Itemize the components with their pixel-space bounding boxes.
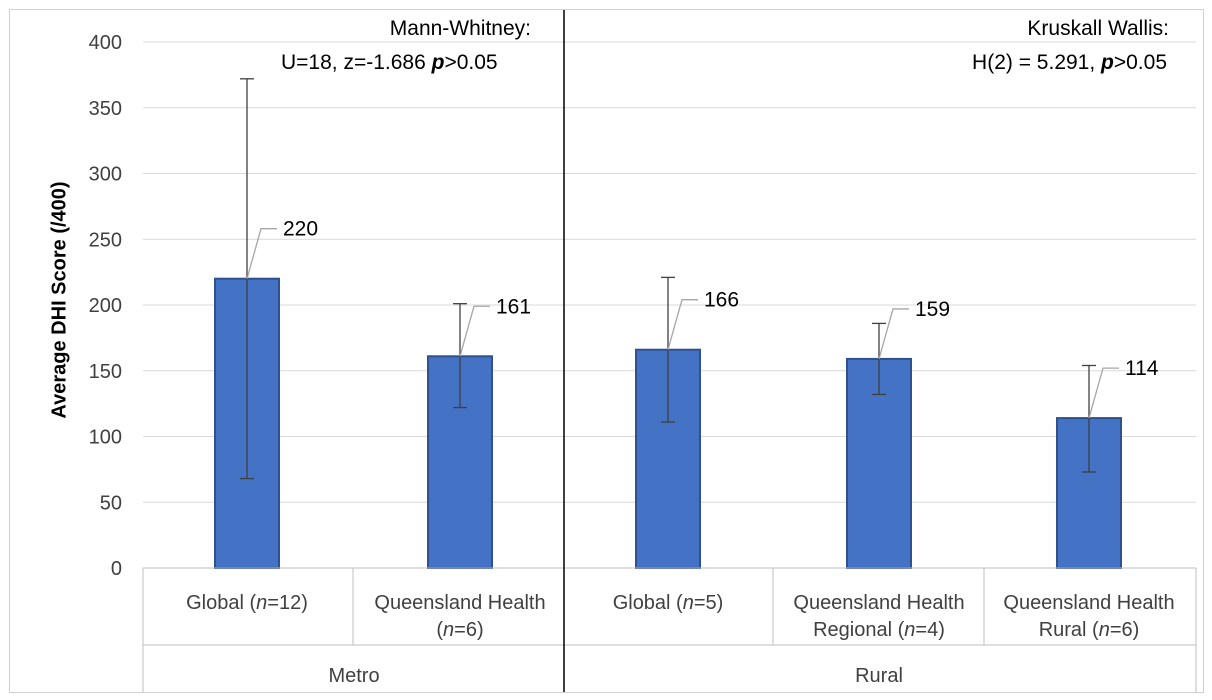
annotation-rural-line2: H(2) = 5.291, p>0.05: [972, 51, 1167, 74]
data-labels: 220 161 166 159 114: [246, 218, 1159, 419]
group-label-metro: Metro: [328, 665, 380, 687]
x-category-label: Queensland Health (n=6): [374, 592, 546, 641]
gridlines: [143, 41, 1196, 503]
axes: [142, 10, 1197, 692]
annotation-metro-line1: Mann-Whitney:: [389, 17, 531, 40]
data-label: 161: [496, 295, 531, 318]
y-tick-label: 150: [89, 361, 122, 383]
chart-frame: [9, 9, 1204, 693]
annotation-metro-line2: U=18, z=-1.686 p>0.05: [281, 51, 498, 74]
data-label-leader: [667, 299, 698, 350]
x-category-label: Global (n=12): [186, 592, 308, 614]
y-tick-label: 50: [100, 492, 122, 514]
y-tick-label: 250: [89, 229, 122, 251]
annotation-rural-line1: Kruskall Wallis:: [1027, 17, 1169, 40]
y-tick-label: 100: [89, 427, 122, 449]
data-label: 166: [704, 289, 739, 312]
x-category-label: Global (n=5): [612, 592, 724, 614]
y-tick-label: 300: [89, 164, 122, 186]
y-axis-label: Average DHI Score (/400): [48, 181, 71, 419]
data-label: 220: [283, 218, 318, 241]
data-label-leader: [878, 308, 909, 360]
y-tick-label: 350: [89, 98, 122, 120]
x-category-label: Queensland Health Rural (n=6): [1003, 592, 1175, 641]
group-label-rural: Rural: [855, 665, 903, 687]
data-label-leader: [246, 228, 277, 279]
data-label-leader: [459, 305, 490, 357]
data-label: 159: [915, 298, 950, 321]
y-tick-label: 200: [89, 295, 122, 317]
x-category-label: Queensland Health Regional (n=4): [793, 592, 965, 641]
y-tick-labels: 0 50 100 150 200 250 300 350 400: [89, 32, 122, 580]
y-tick-label: 0: [111, 558, 122, 580]
error-bars: [240, 78, 1096, 480]
y-tick-label: 400: [89, 32, 122, 54]
data-label-leader: [1088, 367, 1119, 419]
data-label: 114: [1125, 357, 1159, 380]
